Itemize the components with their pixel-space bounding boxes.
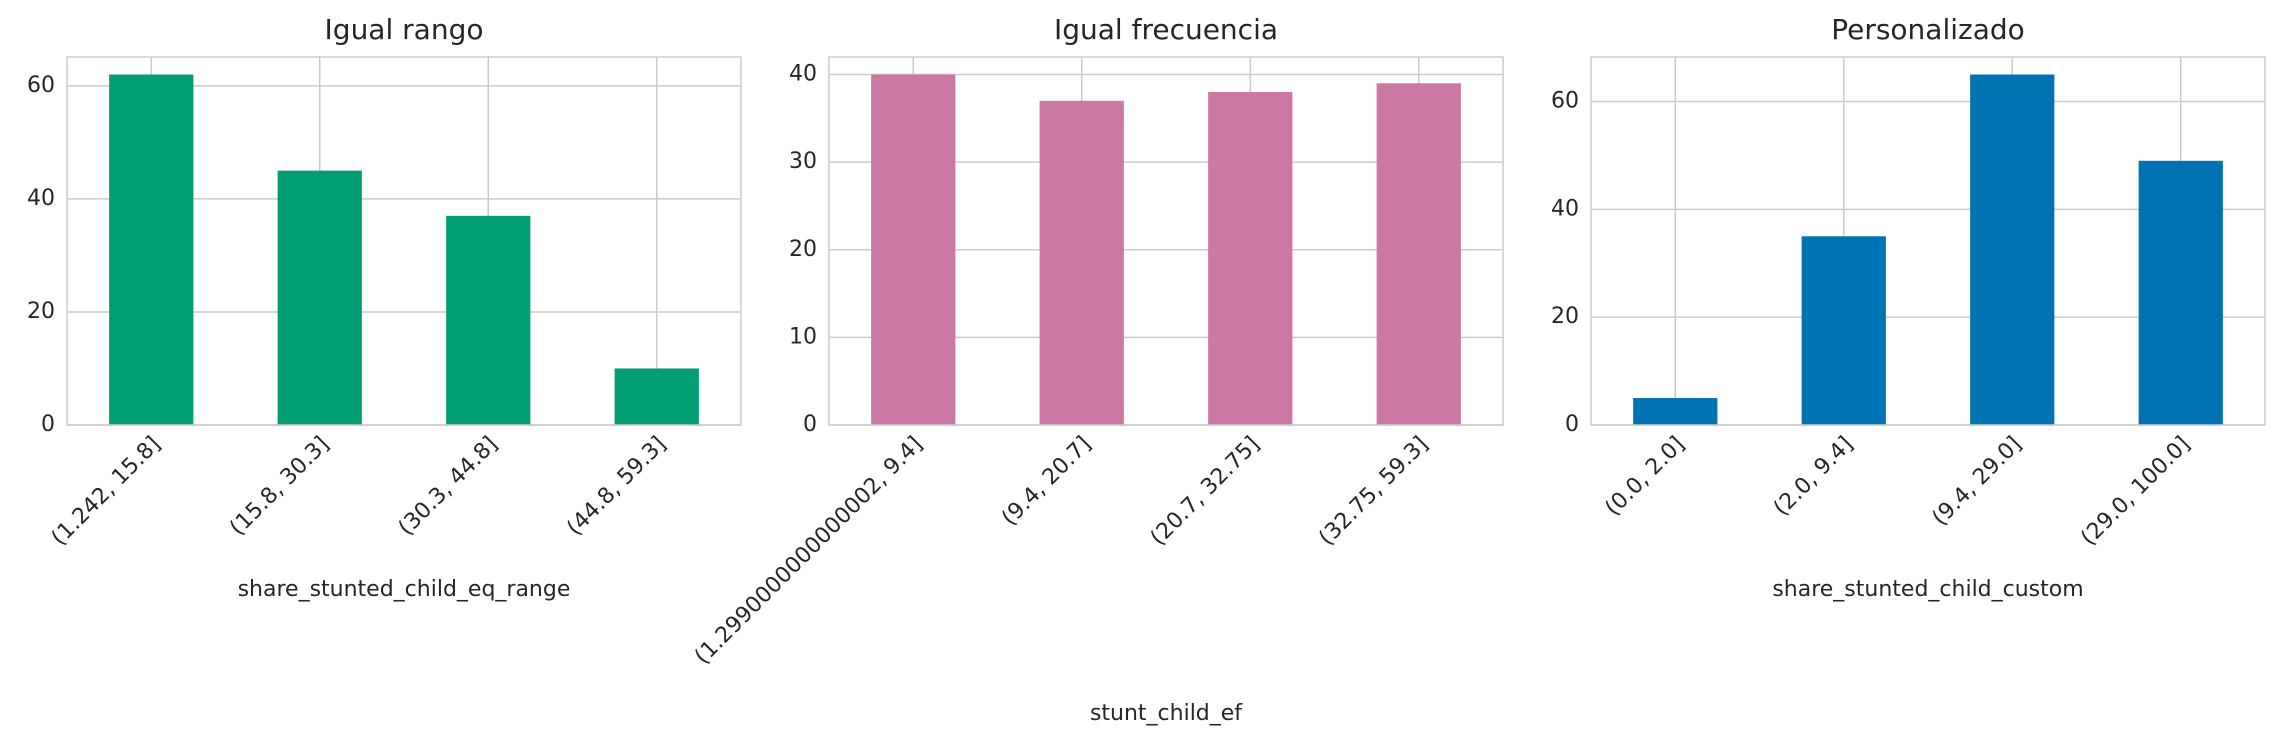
y-tick-label: 20 xyxy=(27,299,55,324)
bar xyxy=(1970,74,2055,426)
x-axis-label: stunt_child_ef xyxy=(1090,701,1243,726)
plot-frame xyxy=(1590,56,2266,426)
bar xyxy=(277,170,362,425)
bar xyxy=(2138,160,2223,426)
x-tick-label: (20.7, 32.75] xyxy=(1146,432,1265,551)
bar xyxy=(446,215,531,425)
bar xyxy=(109,74,194,426)
x-tick-label: (44.8, 59.3] xyxy=(562,432,671,541)
y-tick-label: 20 xyxy=(789,237,817,262)
chart-title: Igual frecuencia xyxy=(1054,13,1278,46)
x-tick-label: (2.0, 9.4] xyxy=(1769,432,1858,521)
y-tick-label: 0 xyxy=(803,412,817,437)
chart-title: Personalizado xyxy=(1831,13,2025,46)
y-tick-label: 10 xyxy=(789,324,817,349)
x-tick-label: (15.8, 30.3] xyxy=(225,432,334,541)
chart-title: Igual rango xyxy=(325,13,484,46)
x-tick-label: (32.75, 59.3] xyxy=(1314,432,1433,551)
bar xyxy=(1039,100,1124,426)
x-tick-label: (1.2990000000000002, 9.4] xyxy=(690,432,928,670)
y-tick-label: 60 xyxy=(1551,88,1579,113)
bar xyxy=(1208,92,1293,426)
x-tick-label: (30.3, 44.8] xyxy=(394,432,503,541)
bar xyxy=(1801,236,1886,425)
bar xyxy=(871,74,956,426)
x-tick-label: (9.4, 20.7] xyxy=(997,432,1096,531)
bar xyxy=(1376,83,1461,426)
x-tick-label: (29.0, 100.0] xyxy=(2076,432,2195,551)
x-axis-label: share_stunted_child_custom xyxy=(1772,577,2083,602)
y-tick-label: 20 xyxy=(1551,304,1579,329)
y-tick-label: 40 xyxy=(789,62,817,87)
x-tick-label: (1.242, 15.8] xyxy=(47,432,166,551)
y-tick-label: 0 xyxy=(41,412,55,437)
y-tick-label: 40 xyxy=(27,186,55,211)
plot-frame xyxy=(66,56,742,426)
x-tick-label: (0.0, 2.0] xyxy=(1601,432,1690,521)
bar xyxy=(614,368,699,425)
plot-frame xyxy=(828,56,1504,426)
x-tick-label: (9.4, 29.0] xyxy=(1928,432,2027,531)
bar xyxy=(1633,398,1718,425)
y-tick-label: 40 xyxy=(1551,196,1579,221)
y-tick-label: 30 xyxy=(789,149,817,174)
y-tick-label: 0 xyxy=(1565,412,1579,437)
x-axis-label: share_stunted_child_eq_range xyxy=(238,577,571,602)
y-tick-label: 60 xyxy=(27,73,55,98)
